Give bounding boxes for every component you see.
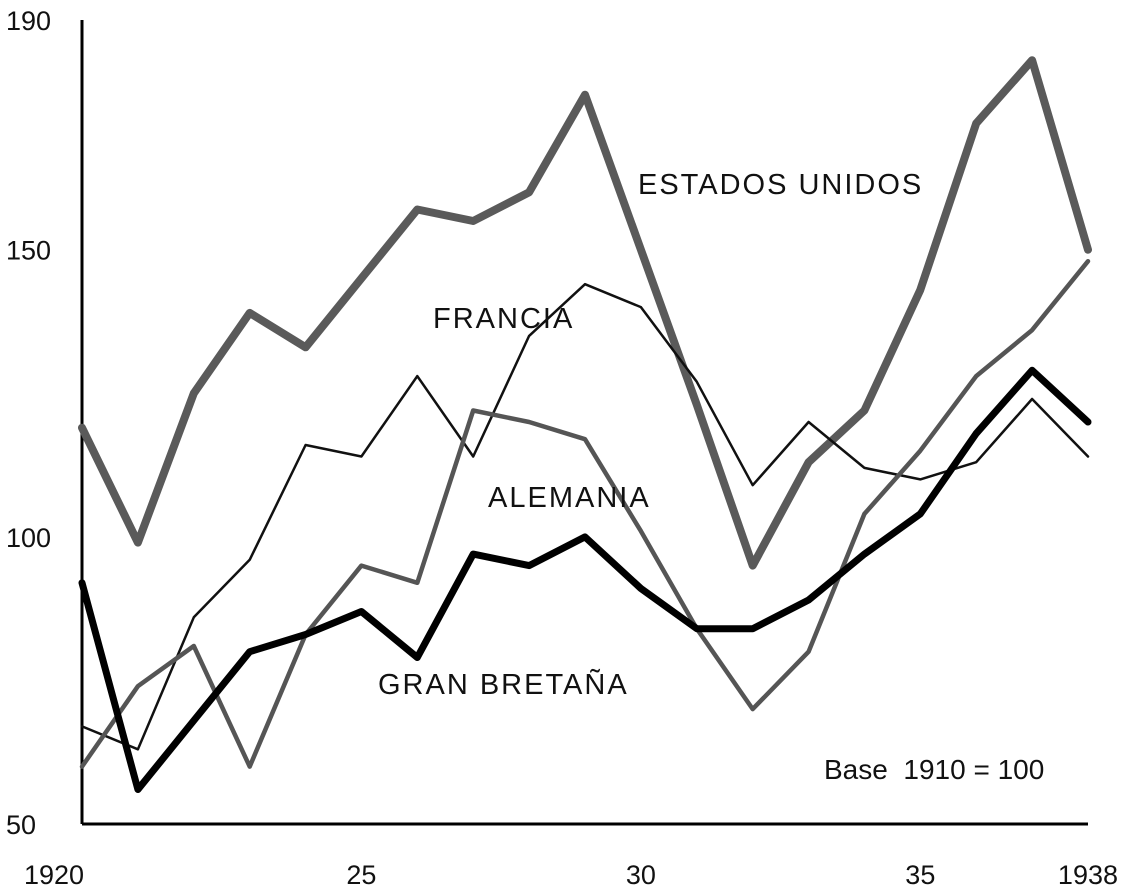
base-note: Base 1910 = 100	[824, 754, 1044, 785]
series-line-3	[78, 366, 1092, 793]
x-tick-label-2: 30	[626, 860, 656, 890]
x-tick-label-1: 25	[346, 860, 376, 890]
y-tick-label-3: 50	[6, 810, 36, 840]
tick-labels: 190 150 100 50 1920 25 30 35 1938	[6, 6, 1118, 890]
x-tick-label-0: 1920	[24, 860, 84, 890]
series-line-0	[78, 56, 1092, 570]
series-line-2	[79, 258, 1091, 769]
series-line-1	[80, 282, 1090, 751]
series-label-francia: FRANCIA	[433, 303, 574, 335]
x-tick-label-4: 1938	[1058, 860, 1118, 890]
y-tick-label-1: 150	[6, 236, 51, 266]
series-lines	[78, 56, 1092, 793]
series-label-alemania: ALEMANIA	[488, 482, 651, 514]
x-tick-label-3: 35	[905, 860, 935, 890]
series-label-gran-bretana: GRAN BRETAÑA	[378, 667, 629, 701]
y-tick-label-2: 100	[6, 523, 51, 553]
series-label-estados-unidos: ESTADOS UNIDOS	[638, 169, 923, 201]
y-tick-label-0: 190	[6, 6, 51, 36]
